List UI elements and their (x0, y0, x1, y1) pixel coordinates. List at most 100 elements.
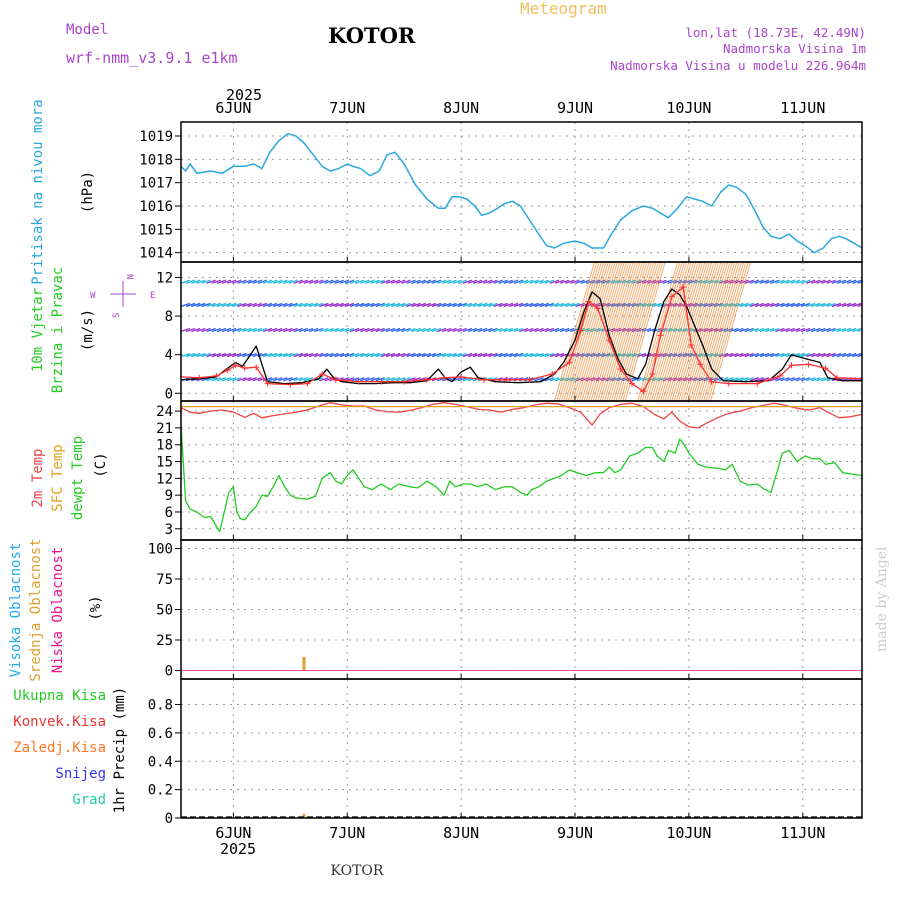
wind-barb (672, 327, 683, 333)
wind-barb (739, 279, 749, 284)
wind-barb (534, 327, 544, 333)
wind-barb (805, 352, 816, 358)
gust-marker (606, 337, 613, 344)
wind-barb (329, 302, 339, 308)
wind-barb (232, 302, 242, 308)
wind-barb (308, 279, 319, 284)
wind-barb (360, 279, 370, 284)
wind-barb (524, 352, 534, 358)
wind-barb (462, 302, 473, 308)
wind-barb (739, 352, 749, 358)
wind-barb (764, 352, 775, 358)
wind-barb (852, 279, 862, 284)
wind-barb (283, 327, 293, 333)
wind-barb (303, 302, 314, 308)
wind-barb (380, 377, 391, 382)
wind-barb (498, 279, 508, 284)
wind-barb (324, 352, 334, 358)
wind-barb (529, 302, 539, 308)
wind-barb (426, 327, 437, 333)
wind-barb (595, 377, 606, 382)
wind-barb (836, 327, 847, 333)
gust-marker (680, 284, 687, 291)
panel-pressure: 1014 1015 1016 1017 1018 1019 (139, 121, 863, 263)
wind-barb (221, 377, 232, 382)
wind-barb (242, 377, 252, 382)
wind-barb (641, 352, 652, 358)
ylabel-pressure-unit: (hPa) (80, 171, 96, 213)
wind-barb (764, 327, 775, 333)
wind-storm-hatch (595, 262, 637, 401)
gust-marker (264, 380, 271, 387)
wind-storm-hatch (597, 262, 639, 401)
wind-storm-hatch (579, 262, 621, 401)
wind-barb (575, 352, 585, 358)
wind-storm-hatch (576, 262, 618, 401)
wind-barb (273, 352, 283, 358)
y-tick-label: 12 (156, 270, 173, 286)
wind-barb (493, 302, 503, 308)
wind-barb (744, 279, 754, 284)
wind-barb (201, 352, 211, 358)
wind-barb (406, 352, 416, 358)
wind-barb (390, 279, 401, 284)
wind-barb (442, 327, 452, 333)
wind-barb (800, 352, 811, 358)
wind-barb (503, 352, 514, 358)
wind-barb (206, 279, 216, 284)
wind-barb (483, 327, 493, 333)
wind-barb (498, 352, 508, 358)
wind-barb (734, 377, 744, 382)
gust-marker (332, 376, 339, 383)
wind-barb (365, 302, 375, 308)
wind-barb (452, 279, 462, 284)
day-label-bottom: 7JUN (329, 824, 365, 842)
wind-barb (380, 327, 391, 333)
wind-barb (836, 352, 847, 358)
wind-barb (416, 279, 426, 284)
wind-barb (524, 327, 534, 333)
wind-barb (437, 352, 447, 358)
wind-barb (503, 302, 514, 308)
wind-barb (621, 327, 631, 333)
wind-barb (201, 302, 211, 308)
series-line-dewpt (181, 425, 862, 533)
y-tick-label: 21 (156, 421, 173, 437)
y-tick-label: 0 (165, 386, 173, 402)
wind-barb (334, 327, 344, 333)
wind-barb (390, 377, 401, 382)
coords-text: lon,lat (18.73E, 42.49N) (685, 25, 866, 40)
wind-barb (406, 302, 416, 308)
wind-barb (370, 352, 380, 358)
wind-storm-hatch (696, 262, 738, 401)
wind-barb (811, 352, 821, 358)
wind-barb (221, 279, 232, 284)
wind-barb (775, 377, 785, 382)
wind-barb (729, 352, 739, 358)
wind-barb (380, 302, 391, 308)
y-tick-label: 4 (165, 348, 173, 364)
gust-marker (594, 305, 601, 312)
wind-barb (237, 327, 247, 333)
wind-barb (790, 327, 801, 333)
wind-barb (493, 352, 503, 358)
wind-storm-hatch (613, 262, 655, 401)
wind-barb (647, 352, 657, 358)
wind-barb (775, 302, 785, 308)
wind-barb (816, 352, 826, 358)
wind-barb (478, 302, 488, 308)
wind-barb (334, 352, 344, 358)
wind-barb (483, 352, 493, 358)
model-elevation-text: Nadmorska Visina u modelu 226.964m (610, 58, 866, 73)
panel-frame (180, 678, 863, 819)
wind-storm-hatch (599, 262, 641, 401)
wind-barb (216, 327, 227, 333)
wind-barb (298, 352, 309, 358)
wind-storm-hatch (581, 262, 623, 401)
wind-barb (457, 327, 467, 333)
wind-barb (273, 327, 283, 333)
gust-marker (224, 367, 231, 374)
wind-barb (846, 352, 857, 358)
wind-barb (385, 377, 396, 382)
wind-barb (401, 327, 411, 333)
